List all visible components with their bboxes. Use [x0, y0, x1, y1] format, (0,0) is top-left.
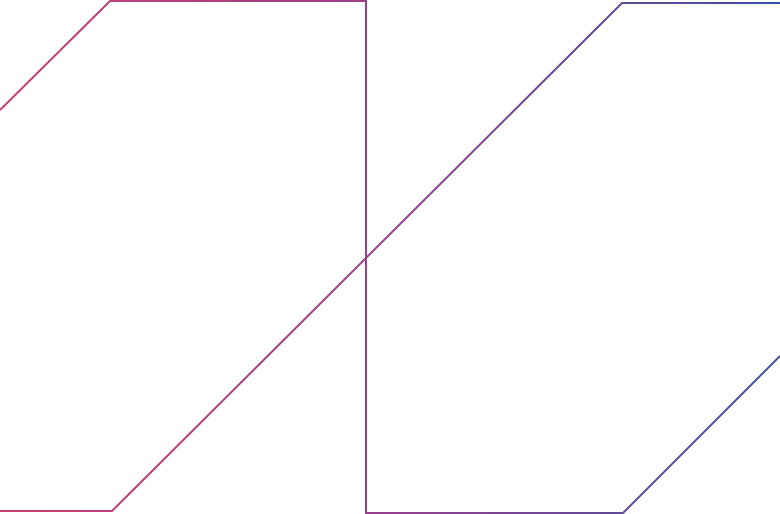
decorative-graphic	[0, 0, 780, 514]
outline-shape	[0, 0, 780, 514]
outline-shape	[0, 1, 780, 512]
